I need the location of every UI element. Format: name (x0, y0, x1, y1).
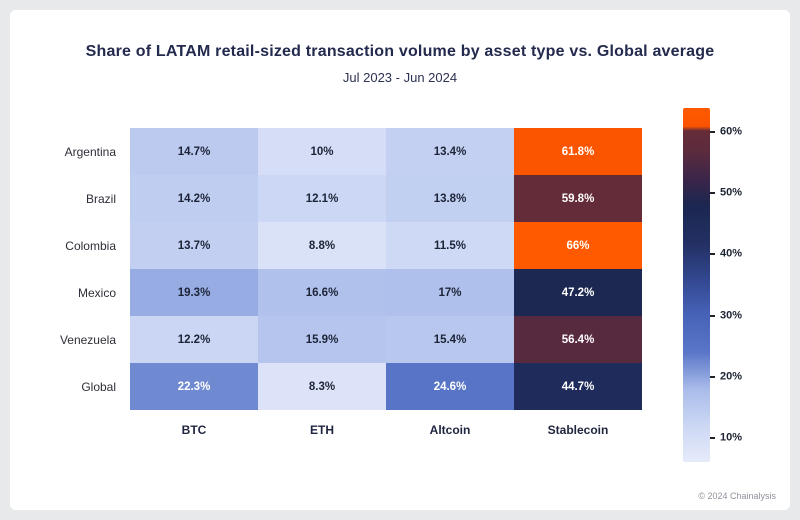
row-label: Colombia (65, 238, 116, 253)
colorbar-tick (710, 436, 715, 439)
heatmap-cell: 13.7% (130, 222, 258, 269)
heatmap-cell: 8.8% (258, 222, 386, 269)
row-label: Brazil (85, 191, 116, 206)
heatmap-cell: 24.6% (386, 363, 514, 410)
colorbar: 10% 20% 30% 40% 50% 60% (683, 108, 742, 462)
column-label: Altcoin (429, 423, 471, 437)
colorbar-tick-label: 30% (720, 309, 743, 322)
copyright-text: © 2024 Chainalysis (698, 491, 776, 501)
heatmap-cell: 8.3% (258, 363, 386, 410)
colorbar-gradient (683, 108, 710, 462)
heatmap-cell: 19.3% (130, 269, 258, 316)
colorbar-tick-label: 10% (720, 431, 743, 444)
colorbar-tick-label: 50% (720, 186, 743, 199)
heatmap-cell: 16.6% (258, 269, 386, 316)
column-label: Stablecoin (547, 423, 609, 437)
heatmap-cell: 13.8% (386, 175, 514, 222)
heatmap-cell: 15.9% (258, 316, 386, 363)
heatmap-cell: 11.5% (386, 222, 514, 269)
chart-title: Share of LATAM retail-sized transaction … (85, 43, 715, 60)
heatmap-cell: 47.2% (514, 269, 642, 316)
column-label: ETH (310, 423, 334, 437)
colorbar-tick (710, 131, 715, 134)
colorbar-tick-label: 60% (720, 125, 743, 138)
heatmap-cell: 17% (386, 269, 514, 316)
column-label: BTC (181, 423, 207, 437)
row-label: Venezuela (59, 332, 116, 347)
heatmap-cell: 14.2% (130, 175, 258, 222)
heatmap-cell: 66% (514, 222, 642, 269)
colorbar-tick-label: 40% (720, 247, 743, 260)
chart-subtitle: Jul 2023 - Jun 2024 (342, 70, 458, 85)
heatmap-cell: 44.7% (514, 363, 642, 410)
corner-spacer (28, 410, 130, 457)
chart-card: Share of LATAM retail-sized transaction … (10, 10, 790, 510)
colorbar-tick (710, 192, 715, 195)
heatmap-cell: 10% (258, 128, 386, 175)
colorbar-tick-label: 20% (720, 370, 743, 383)
heatmap-cell: 56.4% (514, 316, 642, 363)
colorbar-tick (710, 314, 715, 317)
colorbar-tick (710, 375, 715, 378)
heatmap-cell: 12.2% (130, 316, 258, 363)
colorbar-tick (710, 253, 715, 256)
heatmap-cell: 14.7% (130, 128, 258, 175)
heatmap-cell: 13.4% (386, 128, 514, 175)
heatmap-cell: 61.8% (514, 128, 642, 175)
heatmap-cell: 15.4% (386, 316, 514, 363)
heatmap-cell: 12.1% (258, 175, 386, 222)
heatmap-cell: 59.8% (514, 175, 642, 222)
row-label: Mexico (77, 285, 116, 300)
heatmap-grid: Argentina 14.7% 10% 13.4% 61.8% Brazil 14.2% 12… (28, 128, 642, 457)
heatmap-cell: 22.3% (130, 363, 258, 410)
row-label: Argentina (64, 144, 116, 159)
row-label: Global (81, 379, 116, 394)
